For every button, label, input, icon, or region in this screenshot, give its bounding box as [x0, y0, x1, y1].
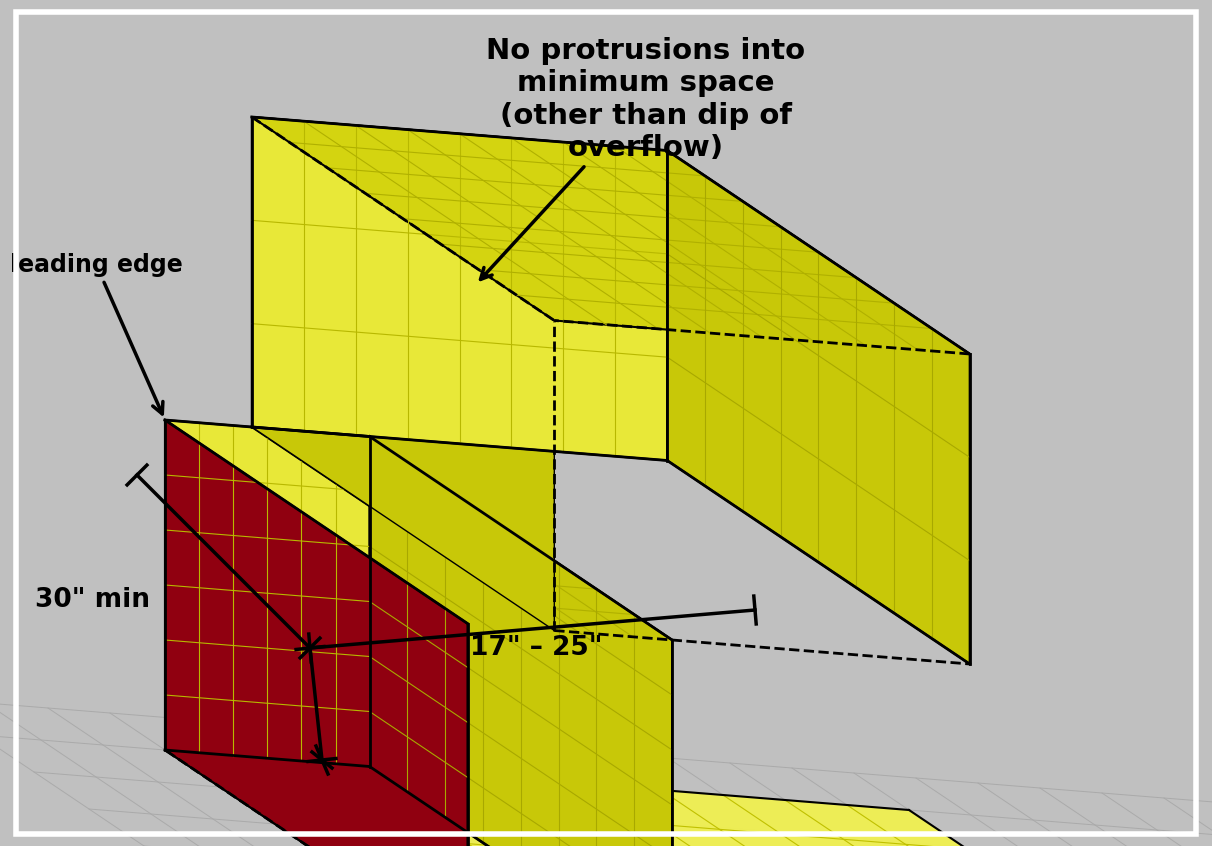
Polygon shape — [252, 117, 554, 630]
Polygon shape — [165, 750, 1212, 846]
Polygon shape — [252, 117, 667, 460]
Text: leading edge: leading edge — [10, 253, 183, 414]
Polygon shape — [165, 420, 468, 846]
Polygon shape — [252, 427, 673, 640]
Polygon shape — [370, 437, 673, 846]
Polygon shape — [667, 151, 970, 664]
Text: No protrusions into
minimum space
(other than dip of
overflow): No protrusions into minimum space (other… — [480, 36, 806, 279]
Text: 30" min: 30" min — [35, 587, 150, 613]
Text: 17" – 25": 17" – 25" — [470, 635, 602, 661]
Polygon shape — [252, 117, 970, 354]
Polygon shape — [165, 420, 370, 766]
